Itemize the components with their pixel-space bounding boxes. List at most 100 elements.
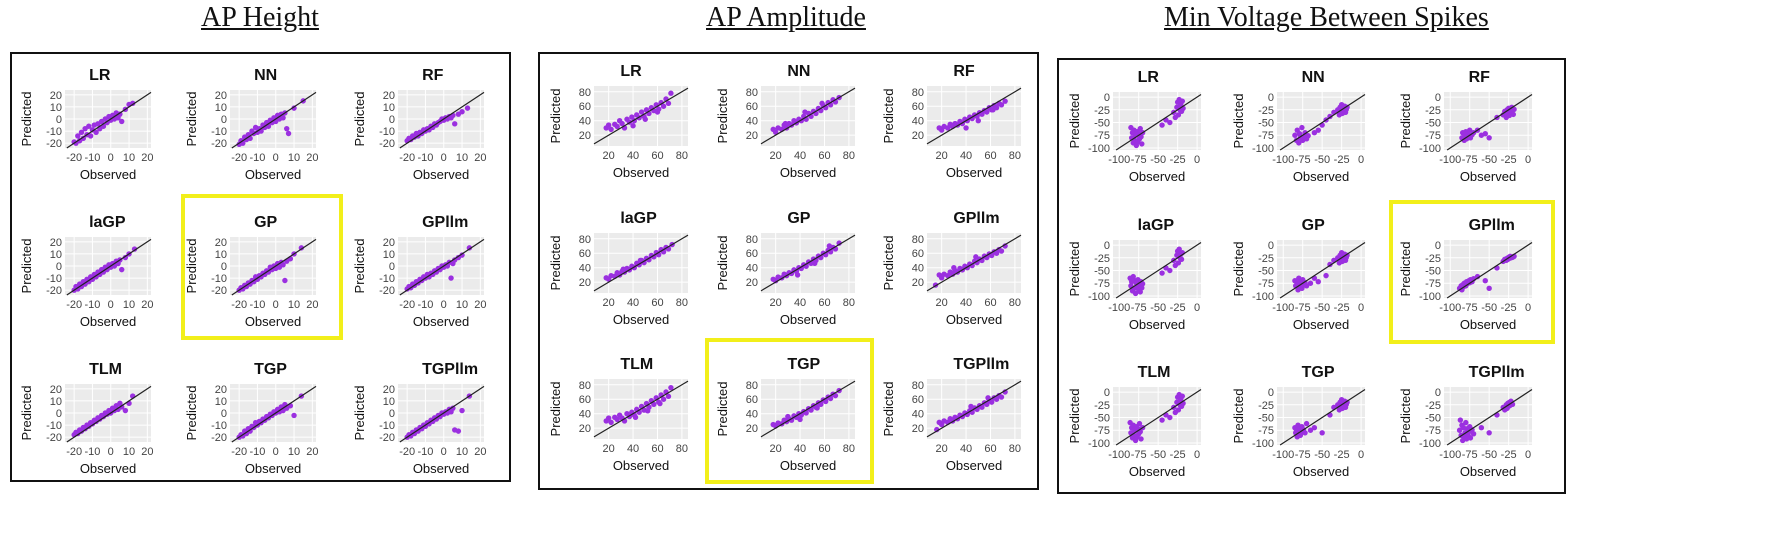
data-point — [1478, 425, 1485, 431]
data-point — [668, 384, 674, 391]
x-tick-label: 60 — [651, 297, 663, 309]
x-tick-label: 60 — [818, 150, 830, 162]
x-tick-label: -10 — [84, 446, 100, 458]
y-tick-label: -50 — [1094, 266, 1110, 278]
model-label: TGP — [787, 356, 820, 373]
y-tick-label: -10 — [46, 126, 62, 138]
x-tick-label: 0 — [1358, 449, 1364, 461]
y-tick-label: -25 — [1094, 400, 1110, 412]
y-tick-label: -20 — [379, 285, 395, 297]
x-tick-label: -10 — [417, 152, 433, 164]
data-point — [668, 90, 674, 96]
data-point — [1466, 127, 1473, 133]
x-tick-label: 40 — [960, 443, 972, 455]
data-point — [119, 118, 125, 125]
y-tick-label: 20 — [579, 423, 591, 435]
reference-line — [231, 238, 317, 296]
y-tick-label: -50 — [1094, 118, 1110, 130]
plot-background — [1277, 92, 1365, 150]
data-point — [1179, 98, 1186, 104]
data-point — [836, 240, 842, 246]
x-tick-label: 80 — [1009, 297, 1021, 309]
data-point — [973, 254, 979, 260]
y-tick-label: -100 — [1088, 291, 1110, 303]
data-point — [119, 404, 125, 410]
reference-line — [760, 87, 856, 145]
data-point — [285, 130, 292, 137]
y-tick-label: 20 — [215, 90, 227, 102]
x-tick-label: -25 — [1501, 302, 1517, 314]
x-axis-title: Observed — [1293, 464, 1349, 479]
y-tick-label: -10 — [379, 273, 395, 285]
data-point — [1319, 430, 1325, 436]
y-axis-title: Predicted — [1398, 94, 1413, 149]
model-label: LR — [1138, 69, 1160, 86]
x-tick-label: 20 — [306, 152, 318, 164]
y-axis-title: Predicted — [352, 386, 367, 441]
y-tick-label: 0 — [56, 261, 62, 273]
model-label: laGP — [1138, 217, 1175, 234]
y-tick-label: 0 — [221, 261, 227, 273]
data-point — [1315, 279, 1321, 285]
data-point — [660, 103, 667, 109]
data-point — [1303, 420, 1310, 427]
reference-line — [1446, 94, 1533, 151]
x-tick-label: 40 — [794, 150, 806, 162]
x-tick-label: 0 — [273, 446, 279, 458]
reference-line — [1446, 242, 1533, 299]
y-tick-label: -10 — [46, 273, 62, 285]
x-tick-label: -10 — [249, 299, 265, 311]
data-point — [455, 428, 462, 434]
x-axis-title: Observed — [613, 165, 669, 180]
y-tick-label: -25 — [1425, 105, 1441, 117]
model-label: GPllm — [422, 214, 468, 231]
data-point — [1159, 417, 1165, 423]
y-tick-label: -25 — [1258, 253, 1274, 265]
x-axis-title: Observed — [1293, 317, 1349, 332]
x-tick-label: 10 — [123, 152, 135, 164]
y-tick-label: 0 — [56, 114, 62, 126]
data-point — [1130, 273, 1136, 280]
y-tick-label: 0 — [1268, 240, 1274, 252]
y-tick-label: 0 — [1435, 240, 1441, 252]
x-tick-label: -20 — [231, 152, 247, 164]
x-tick-label: -10 — [84, 152, 100, 164]
x-tick-label: -100 — [1439, 302, 1461, 314]
x-tick-label: 60 — [818, 443, 830, 455]
data-point — [75, 133, 81, 139]
data-point — [657, 400, 663, 407]
y-tick-label: -10 — [211, 273, 227, 285]
x-tick-label: -75 — [1131, 302, 1147, 314]
y-tick-label: 40 — [746, 116, 758, 128]
y-tick-label: -10 — [211, 420, 227, 432]
model-label: GPllm — [953, 210, 999, 227]
data-point — [448, 275, 454, 281]
plot-background — [1444, 387, 1532, 445]
y-tick-label: -10 — [46, 420, 62, 432]
x-tick-label: -75 — [1295, 449, 1311, 461]
x-tick-label: -10 — [84, 299, 100, 311]
data-point — [620, 266, 626, 272]
x-axis-title: Observed — [80, 314, 136, 329]
x-tick-label: 20 — [936, 150, 948, 162]
y-axis-title: Predicted — [352, 239, 367, 294]
data-point — [1159, 122, 1165, 128]
x-axis-title: Observed — [1129, 317, 1185, 332]
y-tick-label: 10 — [50, 102, 62, 114]
data-point — [1137, 289, 1143, 295]
x-tick-label: -50 — [1314, 154, 1330, 166]
y-tick-label: -25 — [1258, 105, 1274, 117]
data-point — [1137, 125, 1143, 132]
x-tick-label: -50 — [1150, 154, 1166, 166]
x-tick-label: 0 — [441, 152, 447, 164]
plot-background — [1113, 92, 1201, 150]
y-tick-label: -20 — [46, 138, 62, 150]
data-point — [998, 102, 1005, 108]
plot-ap-amplitude-tlm: TLM 20 40 60 80 20 40 60 80 Observed Predicted — [548, 356, 689, 473]
y-tick-label: 20 — [912, 423, 924, 435]
reference-line — [1279, 242, 1366, 299]
x-tick-label: 0 — [108, 446, 114, 458]
data-point — [1176, 246, 1182, 252]
